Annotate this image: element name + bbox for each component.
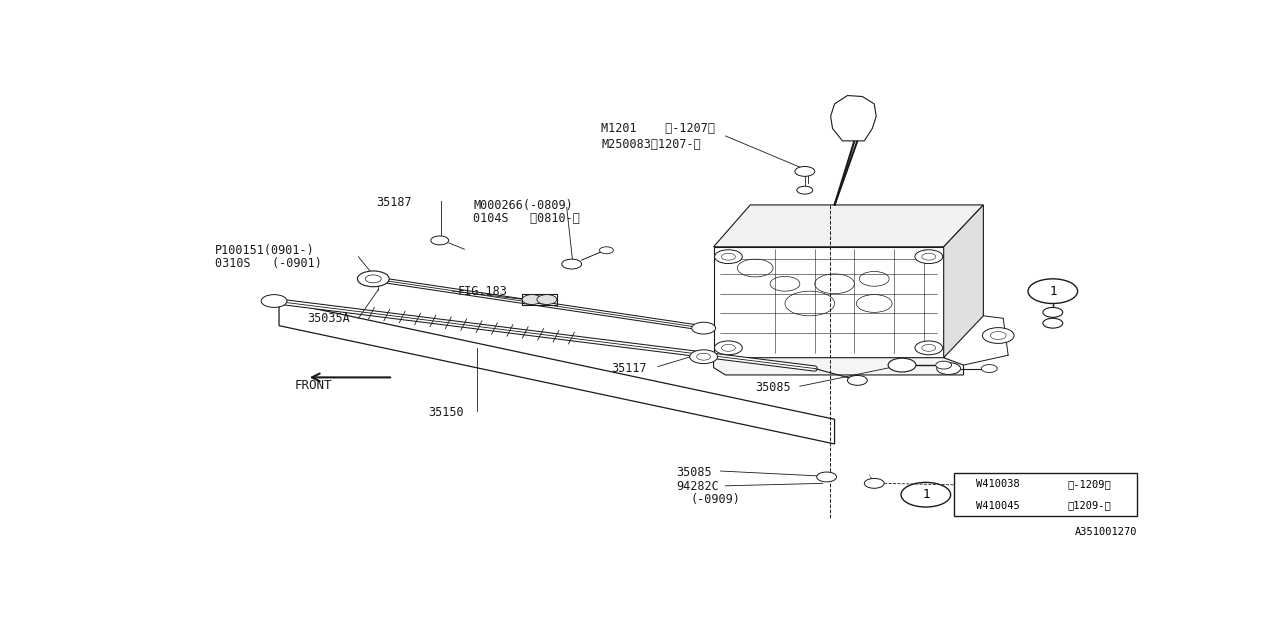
Circle shape bbox=[936, 361, 951, 369]
Text: P100151(0901-): P100151(0901-) bbox=[215, 244, 315, 257]
Text: W410045: W410045 bbox=[975, 500, 1019, 511]
Text: （1209-）: （1209-） bbox=[1068, 500, 1111, 511]
Circle shape bbox=[1043, 307, 1062, 317]
Text: A351001270: A351001270 bbox=[1075, 527, 1137, 537]
Circle shape bbox=[714, 341, 742, 355]
Text: 1: 1 bbox=[922, 488, 929, 501]
Circle shape bbox=[599, 247, 613, 253]
Text: M250083（1207-）: M250083（1207-） bbox=[602, 138, 701, 151]
Circle shape bbox=[431, 236, 449, 245]
Text: （-1209）: （-1209） bbox=[1068, 479, 1111, 489]
Circle shape bbox=[714, 250, 742, 264]
Circle shape bbox=[562, 259, 581, 269]
Polygon shape bbox=[943, 205, 983, 358]
Polygon shape bbox=[713, 205, 983, 247]
Circle shape bbox=[982, 328, 1014, 344]
Text: 35150: 35150 bbox=[428, 406, 463, 419]
Text: 0310S   (-0901): 0310S (-0901) bbox=[215, 257, 321, 269]
Circle shape bbox=[357, 271, 389, 287]
Polygon shape bbox=[831, 95, 877, 141]
Text: 35117: 35117 bbox=[612, 362, 646, 375]
Text: M000266(-0809): M000266(-0809) bbox=[474, 200, 573, 212]
Circle shape bbox=[538, 294, 557, 305]
Circle shape bbox=[817, 472, 837, 482]
Circle shape bbox=[522, 294, 541, 305]
Text: 35085: 35085 bbox=[676, 465, 712, 479]
Text: (-0909): (-0909) bbox=[691, 493, 741, 506]
Text: 94282C: 94282C bbox=[676, 480, 718, 493]
Circle shape bbox=[888, 358, 916, 372]
Circle shape bbox=[690, 350, 718, 364]
Circle shape bbox=[847, 376, 868, 385]
Circle shape bbox=[1043, 318, 1062, 328]
Circle shape bbox=[864, 479, 884, 488]
Circle shape bbox=[797, 186, 813, 194]
Polygon shape bbox=[713, 247, 943, 358]
Text: W410038: W410038 bbox=[975, 479, 1019, 489]
Text: 35085: 35085 bbox=[755, 381, 791, 394]
Polygon shape bbox=[713, 358, 964, 375]
Circle shape bbox=[915, 250, 942, 264]
Circle shape bbox=[795, 166, 815, 177]
Circle shape bbox=[982, 365, 997, 372]
Text: 35035A: 35035A bbox=[307, 312, 349, 324]
Circle shape bbox=[937, 363, 960, 374]
Circle shape bbox=[915, 341, 942, 355]
Text: 35187: 35187 bbox=[376, 196, 412, 209]
Text: FIG.183: FIG.183 bbox=[458, 285, 507, 298]
Circle shape bbox=[261, 294, 287, 307]
Text: M1201    （-1207）: M1201 （-1207） bbox=[602, 122, 716, 135]
Text: 0104S   （0810-）: 0104S （0810-） bbox=[474, 212, 580, 225]
Text: 1: 1 bbox=[1050, 285, 1056, 298]
Bar bbox=[954, 473, 1137, 516]
Polygon shape bbox=[279, 301, 835, 444]
Text: FRONT: FRONT bbox=[294, 379, 333, 392]
Circle shape bbox=[691, 322, 716, 334]
